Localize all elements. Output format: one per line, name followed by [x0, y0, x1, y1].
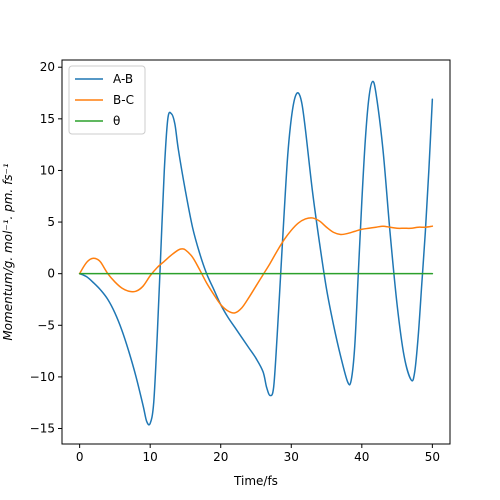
legend-box: [68, 65, 146, 135]
legend: A-B B-C θ: [68, 65, 146, 135]
x-tick-label: 10: [143, 450, 158, 464]
y-tick-label: 5: [47, 215, 55, 229]
x-axis-label: Time/fs: [233, 474, 278, 488]
y-tick-label: −10: [30, 370, 55, 384]
x-axis: 0 10 20 30 40 50: [76, 444, 440, 464]
y-tick-label: 0: [47, 267, 55, 281]
series-line-2: [78, 217, 434, 314]
y-tick-label: −5: [37, 318, 55, 332]
x-tick-label: 20: [213, 450, 228, 464]
legend-label: A-B: [113, 72, 133, 86]
x-tick-label: 30: [284, 450, 299, 464]
x-tick-label: 0: [76, 450, 84, 464]
y-axis-label: Momentum/g. mol⁻¹. pm. fs⁻¹: [1, 163, 15, 341]
y-tick-label: 10: [40, 163, 55, 177]
plot-frame: [61, 59, 451, 445]
legend-label: B-C: [113, 93, 134, 107]
y-tick-label: 20: [40, 60, 55, 74]
y-tick-label: −15: [30, 422, 55, 436]
y-axis: −15 −10 −5 0 5 10 15 20: [30, 60, 62, 436]
series-layer: [78, 80, 434, 426]
legend-label: θ: [113, 114, 120, 128]
x-tick-label: 40: [354, 450, 369, 464]
y-tick-label: 15: [40, 112, 55, 126]
series-line-1: [78, 80, 434, 426]
x-tick-label: 50: [425, 450, 440, 464]
